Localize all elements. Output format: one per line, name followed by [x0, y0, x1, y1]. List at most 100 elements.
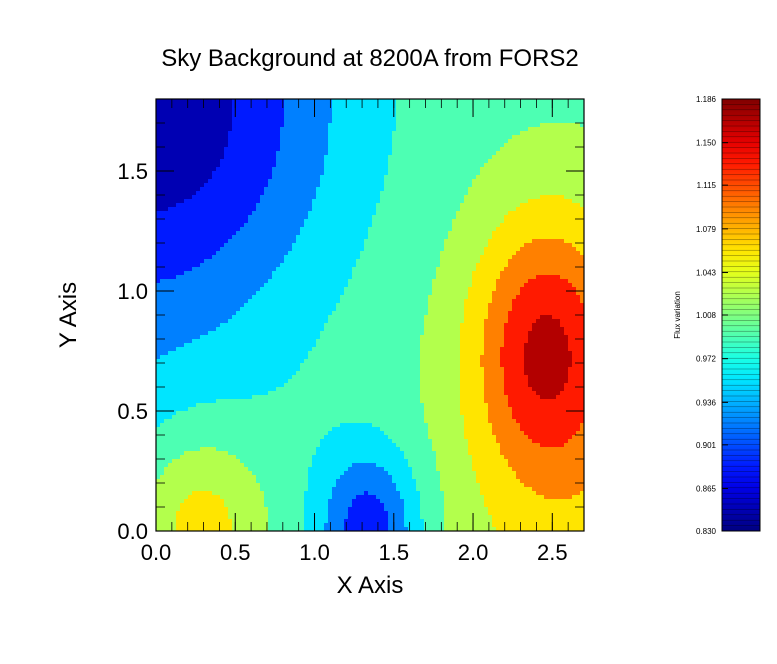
contour-cell — [564, 239, 569, 244]
contour-cell — [304, 163, 309, 168]
contour-cell — [540, 131, 545, 136]
contour-cell — [172, 119, 177, 124]
contour-cell — [288, 179, 293, 184]
contour-cell — [544, 187, 549, 192]
contour-cell — [504, 227, 509, 232]
contour-cell — [316, 171, 321, 176]
contour-cell — [496, 263, 501, 268]
contour-cell — [428, 211, 433, 216]
contour-cell — [424, 179, 429, 184]
contour-cell — [160, 123, 165, 128]
contour-cell — [248, 243, 253, 248]
contour-cell — [556, 191, 561, 196]
contour-cell — [524, 131, 529, 136]
contour-cell — [288, 123, 293, 128]
contour-cell — [248, 251, 253, 256]
contour-cell — [532, 119, 537, 124]
contour-cell — [540, 123, 545, 128]
contour-cell — [212, 187, 217, 192]
contour-cell — [404, 155, 409, 160]
contour-cell — [300, 123, 305, 128]
contour-cell — [392, 203, 397, 208]
contour-cell — [384, 183, 389, 188]
contour-cell — [252, 187, 257, 192]
contour-cell — [376, 207, 381, 212]
contour-cell — [232, 267, 237, 272]
contour-cell — [172, 219, 177, 224]
contour-cell — [192, 187, 197, 192]
contour-cell — [440, 119, 445, 124]
contour-cell — [172, 243, 177, 248]
contour-cell — [428, 271, 433, 276]
contour-cell — [516, 255, 521, 260]
contour-cell — [204, 151, 209, 156]
contour-cell — [528, 167, 533, 172]
contour-cell — [220, 139, 225, 144]
contour-cell — [188, 271, 193, 276]
contour-cell — [288, 199, 293, 204]
contour-cell — [488, 243, 493, 248]
contour-cell — [544, 255, 549, 260]
contour-cell — [236, 227, 241, 232]
contour-cell — [504, 103, 509, 108]
contour-cell — [508, 183, 513, 188]
contour-cell — [556, 227, 561, 232]
contour-cell — [328, 155, 333, 160]
contour-cell — [244, 127, 249, 132]
contour-cell — [240, 171, 245, 176]
contour-cell — [320, 183, 325, 188]
contour-cell — [160, 111, 165, 116]
contour-cell — [460, 239, 465, 244]
contour-cell — [300, 211, 305, 216]
contour-cell — [232, 279, 237, 284]
contour-cell — [576, 247, 581, 252]
contour-cell — [212, 159, 217, 164]
contour-cell — [548, 143, 553, 148]
contour-cell — [260, 267, 265, 272]
contour-cell — [300, 171, 305, 176]
contour-cell — [296, 263, 301, 268]
contour-cell — [500, 123, 505, 128]
contour-cell — [412, 215, 417, 220]
contour-cell — [368, 199, 373, 204]
contour-cell — [320, 163, 325, 168]
contour-cell — [208, 119, 213, 124]
contour-cell — [292, 255, 297, 260]
contour-cell — [156, 187, 161, 192]
contour-cell — [504, 255, 509, 260]
contour-cell — [468, 203, 473, 208]
contour-cell — [516, 183, 521, 188]
contour-cell — [228, 215, 233, 220]
contour-cell — [344, 123, 349, 128]
contour-cell — [208, 191, 213, 196]
contour-cell — [348, 207, 353, 212]
contour-cell — [304, 187, 309, 192]
contour-cell — [420, 223, 425, 228]
contour-cell — [428, 267, 433, 272]
contour-cell — [184, 199, 189, 204]
contour-cell — [364, 175, 369, 180]
contour-cell — [252, 223, 257, 228]
contour-cell — [536, 219, 541, 224]
contour-cell — [476, 231, 481, 236]
contour-cell — [520, 143, 525, 148]
contour-cell — [200, 187, 205, 192]
contour-cell — [212, 139, 217, 144]
contour-cell — [156, 203, 161, 208]
contour-cell — [220, 143, 225, 148]
contour-cell — [436, 203, 441, 208]
contour-cell — [268, 191, 273, 196]
contour-cell — [268, 195, 273, 200]
contour-cell — [284, 211, 289, 216]
contour-cell — [244, 235, 249, 240]
contour-cell — [184, 259, 189, 264]
contour-cell — [348, 255, 353, 260]
contour-cell — [172, 183, 177, 188]
contour-cell — [500, 151, 505, 156]
contour-cell — [236, 279, 241, 284]
contour-cell — [412, 259, 417, 264]
contour-cell — [580, 251, 584, 256]
contour-cell — [380, 251, 385, 256]
contour-cell — [552, 179, 557, 184]
contour-cell — [232, 207, 237, 212]
